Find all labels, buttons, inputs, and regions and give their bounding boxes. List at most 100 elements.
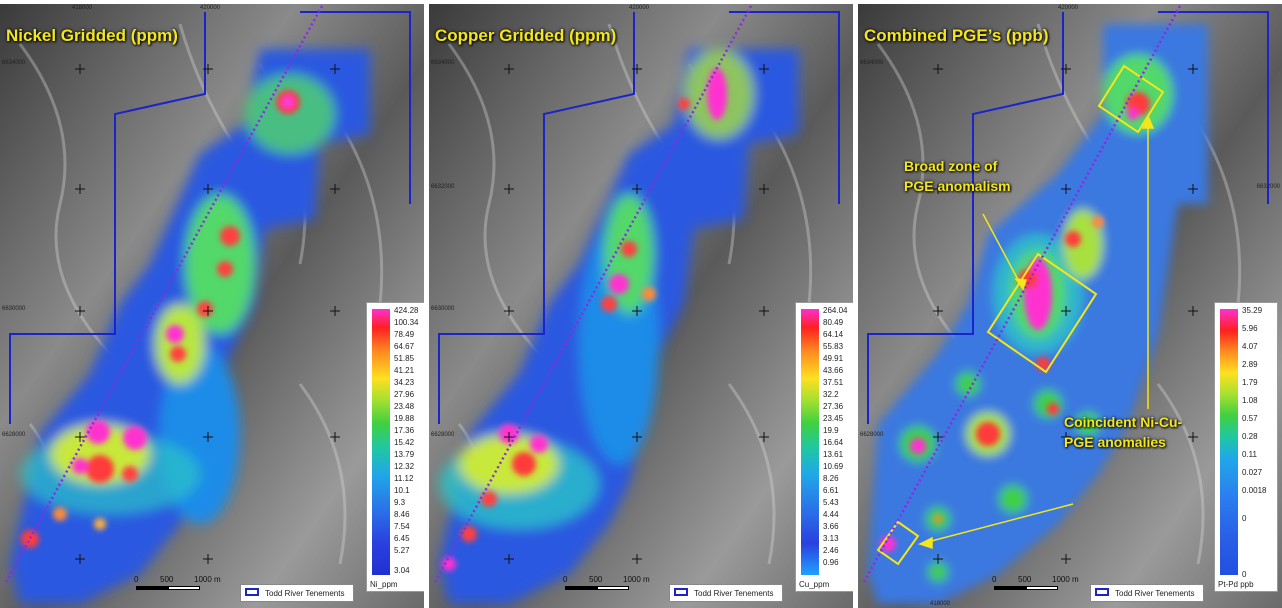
scale-label: 500 [589, 575, 603, 584]
legend-value: 8.26 [823, 474, 839, 483]
nickel-map-canvas [0, 4, 424, 608]
legend-unit: Pt-Pd ppb [1218, 580, 1254, 589]
legend-value: 424.28 [394, 306, 419, 315]
scale-bar: 0 500 1000 m [561, 572, 671, 600]
northing-label: 6630000 [431, 306, 455, 312]
legend-value: 10.1 [394, 486, 410, 495]
copper-map-canvas [429, 4, 853, 608]
legend-value: 19.9 [823, 426, 839, 435]
legend-value: 13.79 [394, 450, 415, 459]
legend-value: 7.54 [394, 522, 410, 531]
annotation-line: Coincident Ni-Cu- [1064, 414, 1183, 430]
legend-value: 27.96 [394, 390, 415, 399]
legend-value: 3.04 [394, 566, 410, 575]
annotation-line: PGE anomalies [1064, 434, 1166, 450]
tenements-legend: Todd River Tenements [240, 584, 354, 602]
tenements-label: Todd River Tenements [694, 589, 774, 598]
tenements-legend: Todd River Tenements [669, 584, 783, 602]
color-ramp [372, 309, 390, 575]
scale-label: 1000 m [623, 575, 650, 584]
northing-label: 6634000 [2, 60, 26, 66]
scale-label: 1000 m [1052, 575, 1079, 584]
legend-value: 1.79 [1242, 378, 1258, 387]
copper-map-panel: Copper Gridded (ppm) 420000 6634000 6632… [429, 4, 853, 608]
legend-value: 5.43 [823, 498, 839, 507]
legend-value: 6.45 [394, 534, 410, 543]
legend-value: 23.48 [394, 402, 415, 411]
northing-label: 6628000 [860, 432, 884, 438]
nickel-map-panel: Nickel Gridded (ppm) 418000 420000 66340… [0, 4, 424, 608]
scale-bar: 0 500 1000 m [990, 572, 1100, 600]
legend-value: 37.51 [823, 378, 844, 387]
easting-label: 420000 [629, 5, 650, 11]
legend-value: 34.23 [394, 378, 415, 387]
pge-map-canvas [858, 4, 1282, 608]
legend-value: 15.42 [394, 438, 415, 447]
legend-value: 16.64 [823, 438, 844, 447]
legend-value: 6.61 [823, 486, 839, 495]
legend-value: 43.66 [823, 366, 844, 375]
scale-label: 0 [134, 575, 139, 584]
legend-value: 12.32 [394, 462, 415, 471]
legend-value: 1.08 [1242, 396, 1258, 405]
legend-value: 4.07 [1242, 342, 1258, 351]
tenement-swatch [1095, 588, 1109, 596]
legend-value: 0 [1242, 570, 1247, 579]
legend-value: 19.88 [394, 414, 415, 423]
legend-value: 13.61 [823, 450, 844, 459]
legend-unit: Ni_ppm [370, 580, 398, 589]
panel-title: Nickel Gridded (ppm) [6, 26, 178, 45]
northing-label: 6634000 [431, 60, 455, 66]
legend-value: 64.14 [823, 330, 844, 339]
northing-label: 6632000 [1256, 184, 1280, 190]
annotation-line: PGE anomalism [904, 178, 1011, 194]
pge-map-panel: Combined PGE’s (ppb) 420000 418000 66340… [858, 4, 1282, 608]
tenement-swatch [674, 588, 688, 596]
legend-value: 78.49 [394, 330, 415, 339]
legend-value: 55.83 [823, 342, 844, 351]
easting-label: 420000 [1058, 5, 1079, 11]
legend-value: 100.34 [394, 318, 419, 327]
panel-title: Copper Gridded (ppm) [435, 26, 617, 45]
legend-value: 35.29 [1242, 306, 1263, 315]
legend-value: 0.96 [823, 558, 839, 567]
easting-label: 418000 [930, 601, 951, 607]
scale-label: 1000 m [194, 575, 221, 584]
coincident-annotation: Coincident Ni-Cu- PGE anomalies [1064, 412, 1182, 452]
legend-value: 23.45 [823, 414, 844, 423]
legend-value: 8.46 [394, 510, 410, 519]
nickel-legend: 424.28 100.34 78.49 64.67 51.85 41.21 34… [366, 302, 424, 592]
tenements-legend: Todd River Tenements [1090, 584, 1204, 602]
legend-value: 9.3 [394, 498, 406, 507]
tenements-label: Todd River Tenements [1115, 589, 1195, 598]
tenement-swatch [245, 588, 259, 596]
scale-label: 500 [160, 575, 174, 584]
legend-value: 2.46 [823, 546, 839, 555]
easting-label: 418000 [72, 5, 93, 11]
scale-label: 0 [992, 575, 997, 584]
legend-value: 17.36 [394, 426, 415, 435]
tenements-label: Todd River Tenements [265, 589, 345, 598]
legend-value: 0.11 [1242, 450, 1257, 459]
northing-label: 6630000 [2, 306, 26, 312]
legend-value: 5.27 [394, 546, 410, 555]
northing-label: 6634000 [860, 60, 884, 66]
color-ramp [1220, 309, 1238, 575]
legend-value: 64.67 [394, 342, 415, 351]
color-ramp [801, 309, 819, 575]
scale-label: 500 [1018, 575, 1032, 584]
easting-label: 420000 [200, 5, 221, 11]
legend-value: 4.44 [823, 510, 839, 519]
scale-label: 0 [563, 575, 568, 584]
legend-value: 51.85 [394, 354, 415, 363]
scale-bar: 0 500 1000 m [132, 572, 242, 600]
pge-legend: 35.29 5.96 4.07 2.89 1.79 1.08 0.57 0.28… [1214, 302, 1278, 592]
panel-title: Combined PGE’s (ppb) [864, 26, 1049, 45]
legend-value: 41.21 [394, 366, 415, 375]
legend-value: 0 [1242, 514, 1247, 523]
legend-value: 264.04 [823, 306, 848, 315]
northing-label: 6628000 [2, 432, 26, 438]
legend-value: 32.2 [823, 390, 839, 399]
legend-value: 3.13 [823, 534, 839, 543]
